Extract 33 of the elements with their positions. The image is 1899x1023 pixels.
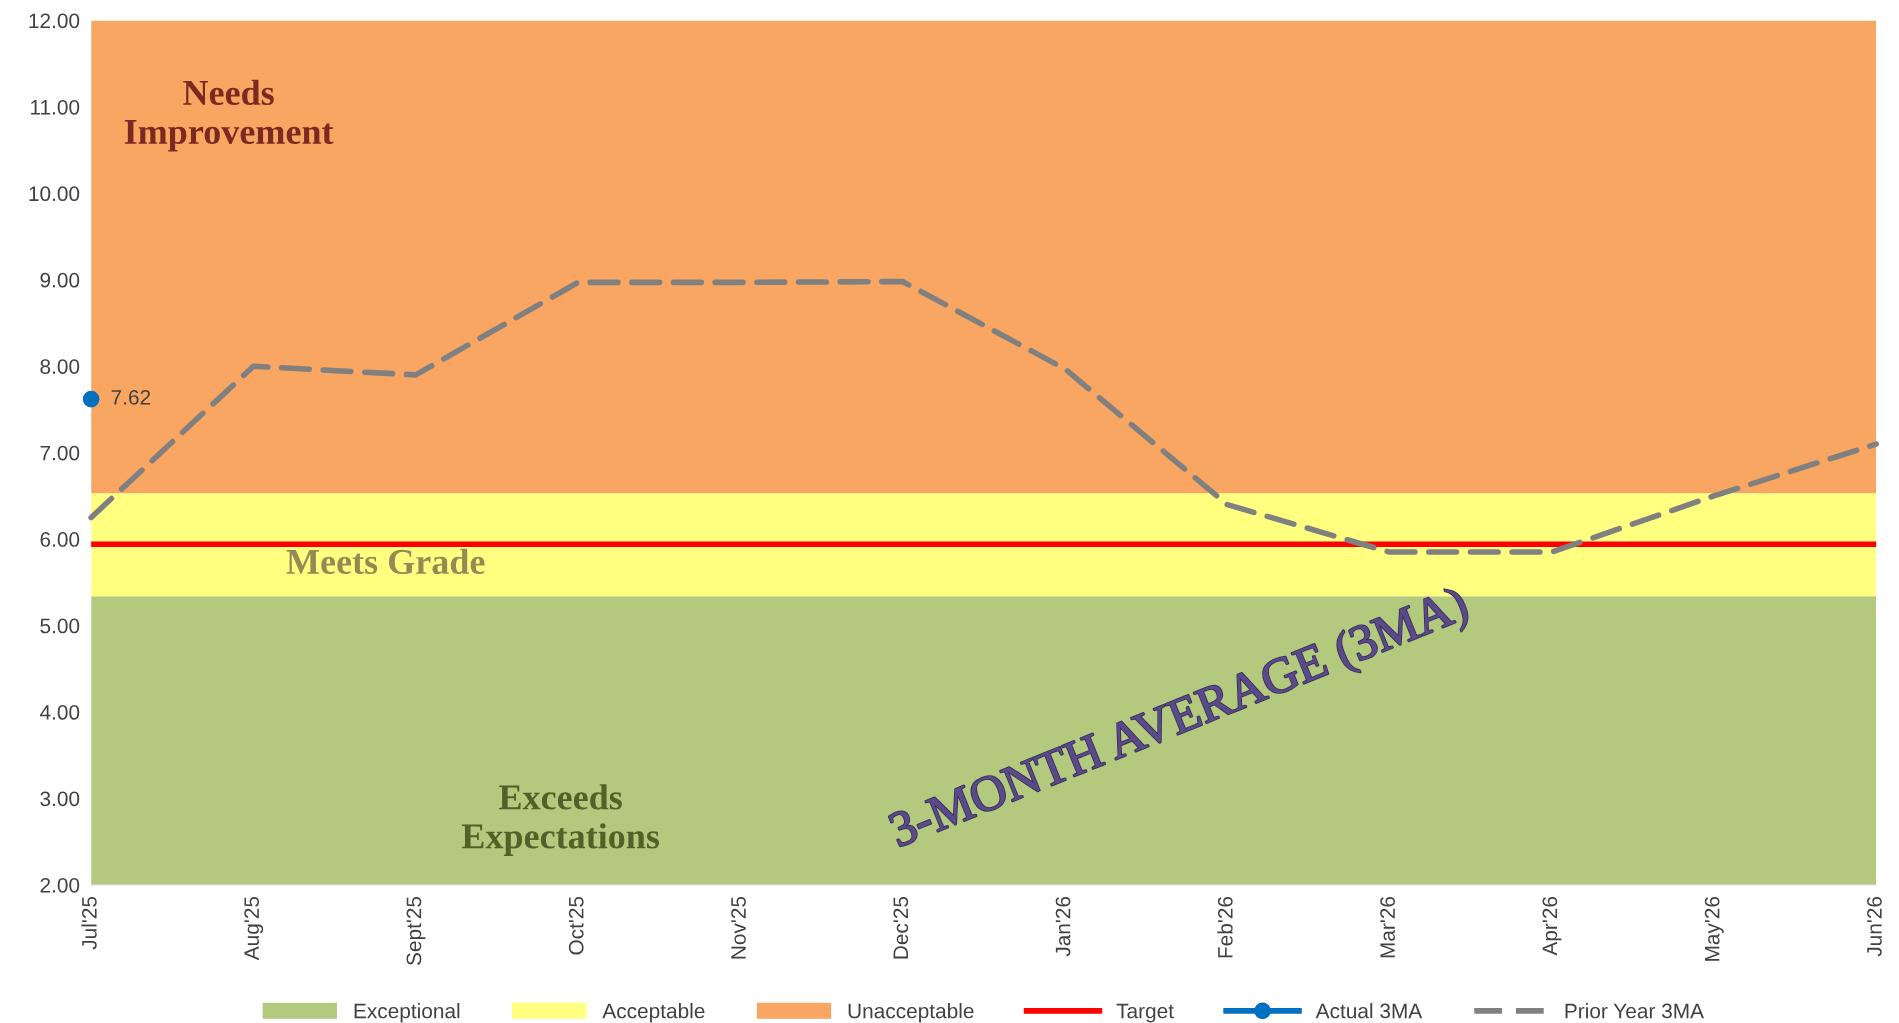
y-tick-label: 11.00	[31, 99, 80, 115]
x-tick-label: Apr'26	[1542, 896, 1562, 956]
y-tick-label: 4.00	[39, 705, 80, 720]
legend-label: Unacceptable	[848, 1003, 974, 1023]
annotation: Meets Grade	[286, 548, 485, 575]
legend-label: Target	[1116, 1003, 1174, 1023]
y-tick-label: 12.00	[29, 13, 80, 29]
y-tick-label: 5.00	[40, 618, 80, 634]
data-label: 7.62	[111, 389, 151, 405]
legend-label: Actual 3MA	[1315, 1003, 1423, 1019]
y-tick-label: 8.00	[40, 359, 80, 374]
x-tick-label: Jul'25	[81, 896, 97, 950]
y-tick-label: 7.00	[40, 445, 80, 461]
x-tick-label: Mar'26	[1380, 896, 1395, 958]
x-tick-label: Jan'26	[1055, 896, 1071, 957]
y-tick-label: 2.00	[40, 877, 80, 893]
y-tick-label: 6.00	[40, 532, 80, 547]
y-tick-label: 10.00	[29, 186, 80, 202]
x-tick-label: Jun'26	[1867, 896, 1882, 957]
annotation: Exceeds Expectations	[461, 784, 660, 856]
x-tick-label: Dec'25	[893, 896, 909, 959]
x-tick-label: Oct'25	[568, 896, 584, 955]
x-tick-label: Feb'26	[1217, 896, 1233, 958]
x-tick-label: Sept'25	[406, 896, 426, 966]
legend-label: Prior Year 3MA	[1565, 1003, 1704, 1019]
x-tick-label: May'26	[1704, 896, 1724, 961]
y-tick-label: 9.00	[40, 272, 80, 288]
legend-label: Acceptable	[602, 1003, 705, 1023]
x-tick-label: Nov'25	[731, 896, 746, 959]
x-tick-label: Aug'25	[244, 896, 264, 961]
y-tick-label: 3.00	[40, 791, 80, 807]
legend-label: Exceptional	[354, 1003, 460, 1023]
annotation: Needs Improvement	[124, 79, 334, 152]
